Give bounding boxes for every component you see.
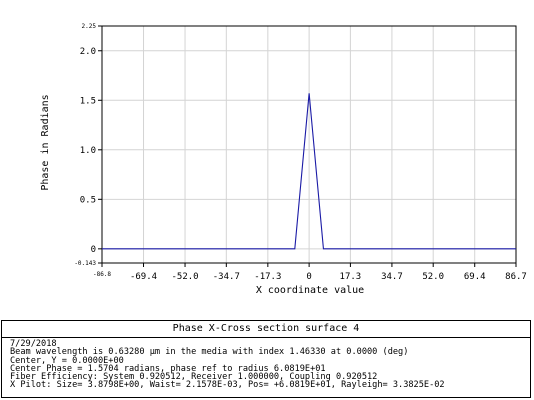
x-tick-label: 17.3 [340, 272, 362, 282]
x-tick-label: 34.7 [381, 272, 403, 282]
y-tick-label: 1.5 [80, 96, 96, 106]
x-tick-label: -17.3 [254, 272, 281, 282]
y-tick-label: 0.5 [80, 195, 96, 205]
x-tick-label: -52.0 [171, 272, 198, 282]
x-tick-label: 86.7 [505, 272, 527, 282]
info-line-x-pilot: X Pilot: Size= 3.8798E+00, Waist= 2.1578… [10, 381, 530, 389]
y-tick-label: -0.143 [74, 260, 96, 267]
x-axis-label: X coordinate value [256, 285, 364, 296]
x-tick-label: -34.7 [213, 272, 240, 282]
y-tick-label: 2.0 [80, 47, 96, 57]
y-tick-label: 0 [91, 245, 96, 255]
chart-title: Phase X-Cross section surface 4 [2, 321, 530, 338]
info-panel: Phase X-Cross section surface 4 7/29/201… [1, 320, 531, 398]
x-tick-label: 0 [306, 272, 311, 282]
info-lines: 7/29/2018 Beam wavelength is 0.63280 µm … [2, 338, 530, 390]
chart-canvas: -86.8 -69.4 -52.0 -34.7 -17.3 0 17.3 34.7 52.0 69… [0, 0, 534, 318]
y-axis-label: Phase in Radians [40, 94, 51, 190]
x-tick-label: 52.0 [422, 272, 444, 282]
phase-chart: -86.8 -69.4 -52.0 -34.7 -17.3 0 17.3 34.7 52.0 69… [0, 0, 534, 318]
x-tick-label: 69.4 [464, 272, 486, 282]
x-tick-label: -86.8 [93, 271, 111, 278]
y-tick-label: 1.0 [80, 146, 96, 156]
y-tick-label: 2.25 [82, 23, 97, 30]
x-tick-label: -69.4 [130, 272, 157, 282]
